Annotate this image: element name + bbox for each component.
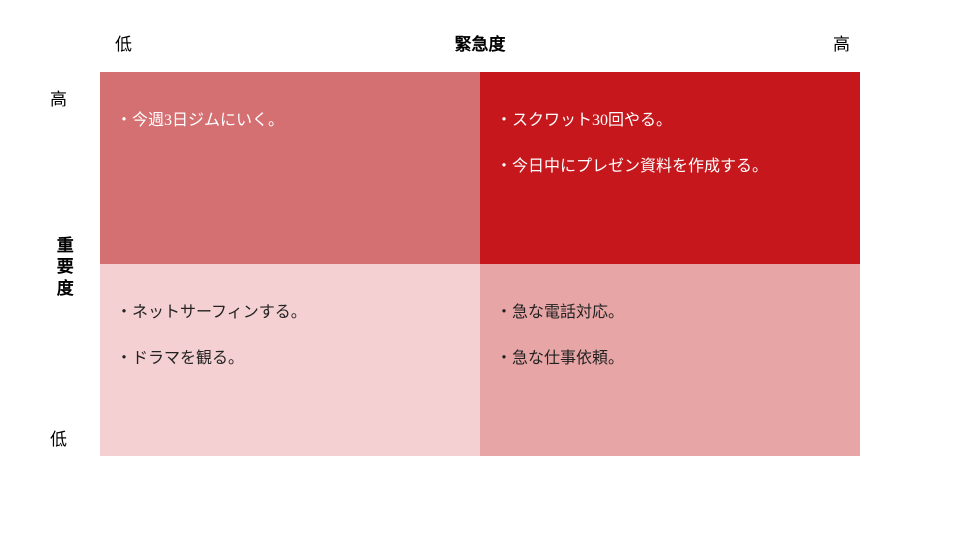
y-axis-title: 重要度 [55, 235, 75, 299]
quadrant-important-not-urgent: ・今週3日ジムにいく。 [100, 72, 480, 264]
quadrant-not-important-not-urgent: ・ネットサーフィンする。 ・ドラマを観る。 [100, 264, 480, 456]
x-axis-low-label: 低 [115, 30, 132, 55]
list-item: ・今週3日ジムにいく。 [116, 106, 464, 130]
list-item: ・今日中にプレゼン資料を作成する。 [496, 152, 844, 176]
list-item: ・急な電話対応。 [496, 298, 844, 322]
list-item: ・ネットサーフィンする。 [116, 298, 464, 322]
y-axis-low-label: 低 [50, 425, 67, 450]
x-axis-high-label: 高 [833, 30, 850, 55]
list-item: ・スクワット30回やる。 [496, 106, 844, 130]
list-item: ・急な仕事依頼。 [496, 344, 844, 368]
quadrant-important-urgent: ・スクワット30回やる。 ・今日中にプレゼン資料を作成する。 [480, 72, 860, 264]
x-axis-title: 緊急度 [0, 30, 960, 55]
y-axis-high-label: 高 [50, 85, 67, 110]
priority-matrix: ・今週3日ジムにいく。 ・スクワット30回やる。 ・今日中にプレゼン資料を作成す… [100, 72, 860, 456]
list-item: ・ドラマを観る。 [116, 344, 464, 368]
quadrant-not-important-urgent: ・急な電話対応。 ・急な仕事依頼。 [480, 264, 860, 456]
eisenhower-matrix-diagram: 緊急度 低 高 重要度 高 低 ・今週3日ジムにいく。 ・スクワット30回やる。… [0, 0, 960, 540]
